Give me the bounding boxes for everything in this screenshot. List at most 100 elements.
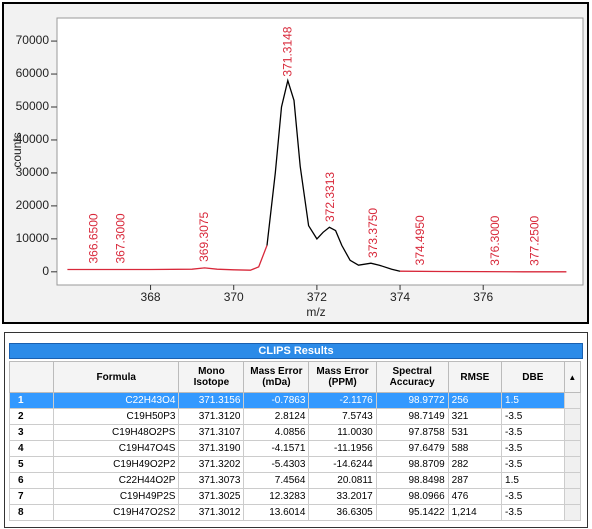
cell: -0.7863 (243, 392, 310, 409)
result-row[interactable]: 2 C19H50P3 371.3120 2.8124 7.5743 98.7149 321-… (8, 408, 582, 425)
cell: 97.6479 (375, 440, 449, 457)
row-index: 2 (8, 408, 55, 425)
y-tick-label: 30000 (16, 165, 50, 179)
y-tick-label: 70000 (16, 33, 50, 47)
y-tick-label: 20000 (16, 198, 50, 212)
result-row[interactable]: 6 C22H44O2P 371.3073 7.4564 20.0811 98.8498 28… (8, 472, 582, 489)
row-index: 4 (8, 440, 55, 457)
peak-label: 366.6500 (87, 213, 101, 263)
cell: -3.5 (501, 488, 565, 505)
peak-label: 371.3148 (281, 26, 295, 76)
cell: 371.3202 (178, 456, 245, 473)
cell: C19H50P3 (53, 408, 180, 425)
cell: C19H49P2S (53, 488, 180, 505)
row-index: 1 (8, 392, 55, 409)
cell: 11.0030 (308, 424, 377, 441)
row-index: 6 (8, 472, 55, 489)
result-row[interactable]: 3 C19H48O2PS 371.3107 4.0856 11.0030 97.8758 5… (8, 424, 582, 441)
peak-label: 374.4950 (413, 215, 427, 265)
results-table: Formula Mono Isotope Mass Error (mDa) Mass … (8, 361, 582, 521)
row-index: 5 (8, 456, 55, 473)
cell: 2.8124 (243, 408, 310, 425)
cell: 371.3107 (178, 424, 245, 441)
cell: C19H47O4S (53, 440, 180, 457)
x-tick-label: 374 (390, 290, 410, 304)
cell: -4.1571 (243, 440, 310, 457)
results-panel: CLIPS Results Formula Mono Isotope Mass Er… (4, 332, 588, 528)
cell: 36.6305 (308, 504, 377, 521)
x-tick-label: 372 (307, 290, 327, 304)
result-row[interactable]: 5 C19H49O2P2 371.3202 -5.4303 -14.6244 98.870… (8, 456, 582, 473)
result-row[interactable]: 7 C19H49P2S 371.3025 12.3283 33.2017 98.0966 4… (8, 488, 582, 505)
column-header[interactable]: Formula (53, 361, 180, 393)
peak-label: 372.3313 (323, 172, 337, 222)
cell: 98.7149 (375, 408, 449, 425)
cell: 20.0811 (308, 472, 377, 489)
y-tick-label: 10000 (16, 231, 50, 245)
cell: 97.8758 (375, 424, 449, 441)
cell: C22H43O4 (53, 392, 180, 409)
x-tick-label: 370 (224, 290, 244, 304)
x-tick-label: 368 (141, 290, 161, 304)
cell: 371.3012 (178, 504, 245, 521)
result-row[interactable]: 1 C22H43O4 371.3156 -0.7863 -2.1176 98.9772 25… (8, 392, 582, 409)
cell: 95.1422 (375, 504, 449, 521)
peak-label: 373.3750 (366, 208, 380, 258)
cell: 371.3156 (178, 392, 245, 409)
spectrum-line (266, 78, 401, 272)
result-row[interactable]: 4 C19H47O4S 371.3190 -4.1571 -11.1956 97.6479… (8, 440, 582, 457)
row-index: 7 (8, 488, 55, 505)
scroll-track (563, 392, 582, 409)
peak-label: 377.2500 (527, 215, 541, 265)
cell: 287 (447, 472, 503, 489)
y-tick-label: 60000 (16, 66, 50, 80)
column-header[interactable]: DBE (501, 361, 565, 393)
cell: -14.6244 (308, 456, 377, 473)
cell: 33.2017 (308, 488, 377, 505)
cell: 588 (447, 440, 503, 457)
scroll-track (563, 504, 582, 521)
scroll-track (563, 472, 582, 489)
scroll-track (563, 408, 582, 425)
cell: 4.0856 (243, 424, 310, 441)
cell: -3.5 (501, 424, 565, 441)
cell: -3.5 (501, 408, 565, 425)
peak-label: 369.3075 (197, 212, 211, 262)
column-header[interactable]: Mono Isotope (178, 361, 245, 393)
cell: 371.3190 (178, 440, 245, 457)
spectrum-line (67, 245, 567, 273)
cell: 256 (447, 392, 503, 409)
table-title: CLIPS Results (9, 343, 583, 359)
chart: m/z counts 0 10000 20000 30000 40000 50000 600… (2, 2, 589, 324)
corner (8, 361, 55, 393)
cell: 371.3120 (178, 408, 245, 425)
column-header[interactable]: Mass Error (PPM) (308, 361, 377, 393)
cell: C19H49O2P2 (53, 456, 180, 473)
y-axis-label: counts (10, 132, 24, 167)
cell: 98.0966 (375, 488, 449, 505)
cell: 98.8498 (375, 472, 449, 489)
column-header[interactable]: RMSE (447, 361, 503, 393)
column-header[interactable]: Mass Error (mDa) (243, 361, 310, 393)
scroll-track (563, 440, 582, 457)
y-tick-label: 50000 (16, 99, 50, 113)
cell: 321 (447, 408, 503, 425)
cell: -3.5 (501, 440, 565, 457)
column-header[interactable]: Spectral Accuracy (375, 361, 449, 393)
x-axis-label: m/z (306, 305, 325, 319)
scroll-arrow[interactable]: ▲ (563, 361, 582, 393)
cell: -3.5 (501, 456, 565, 473)
cell: 1.5 (501, 392, 565, 409)
cell: 1.5 (501, 472, 565, 489)
cell: -5.4303 (243, 456, 310, 473)
result-row[interactable]: 8 C19H47O2S2 371.3012 13.6014 36.6305 95.1422… (8, 504, 582, 521)
cell: 7.5743 (308, 408, 377, 425)
cell: -11.1956 (308, 440, 377, 457)
scroll-track (563, 424, 582, 441)
cell: 282 (447, 456, 503, 473)
cell: 1,214 (447, 504, 503, 521)
cell: 371.3073 (178, 472, 245, 489)
row-index: 8 (8, 504, 55, 521)
header-row: Formula Mono Isotope Mass Error (mDa) Mass … (8, 361, 582, 393)
